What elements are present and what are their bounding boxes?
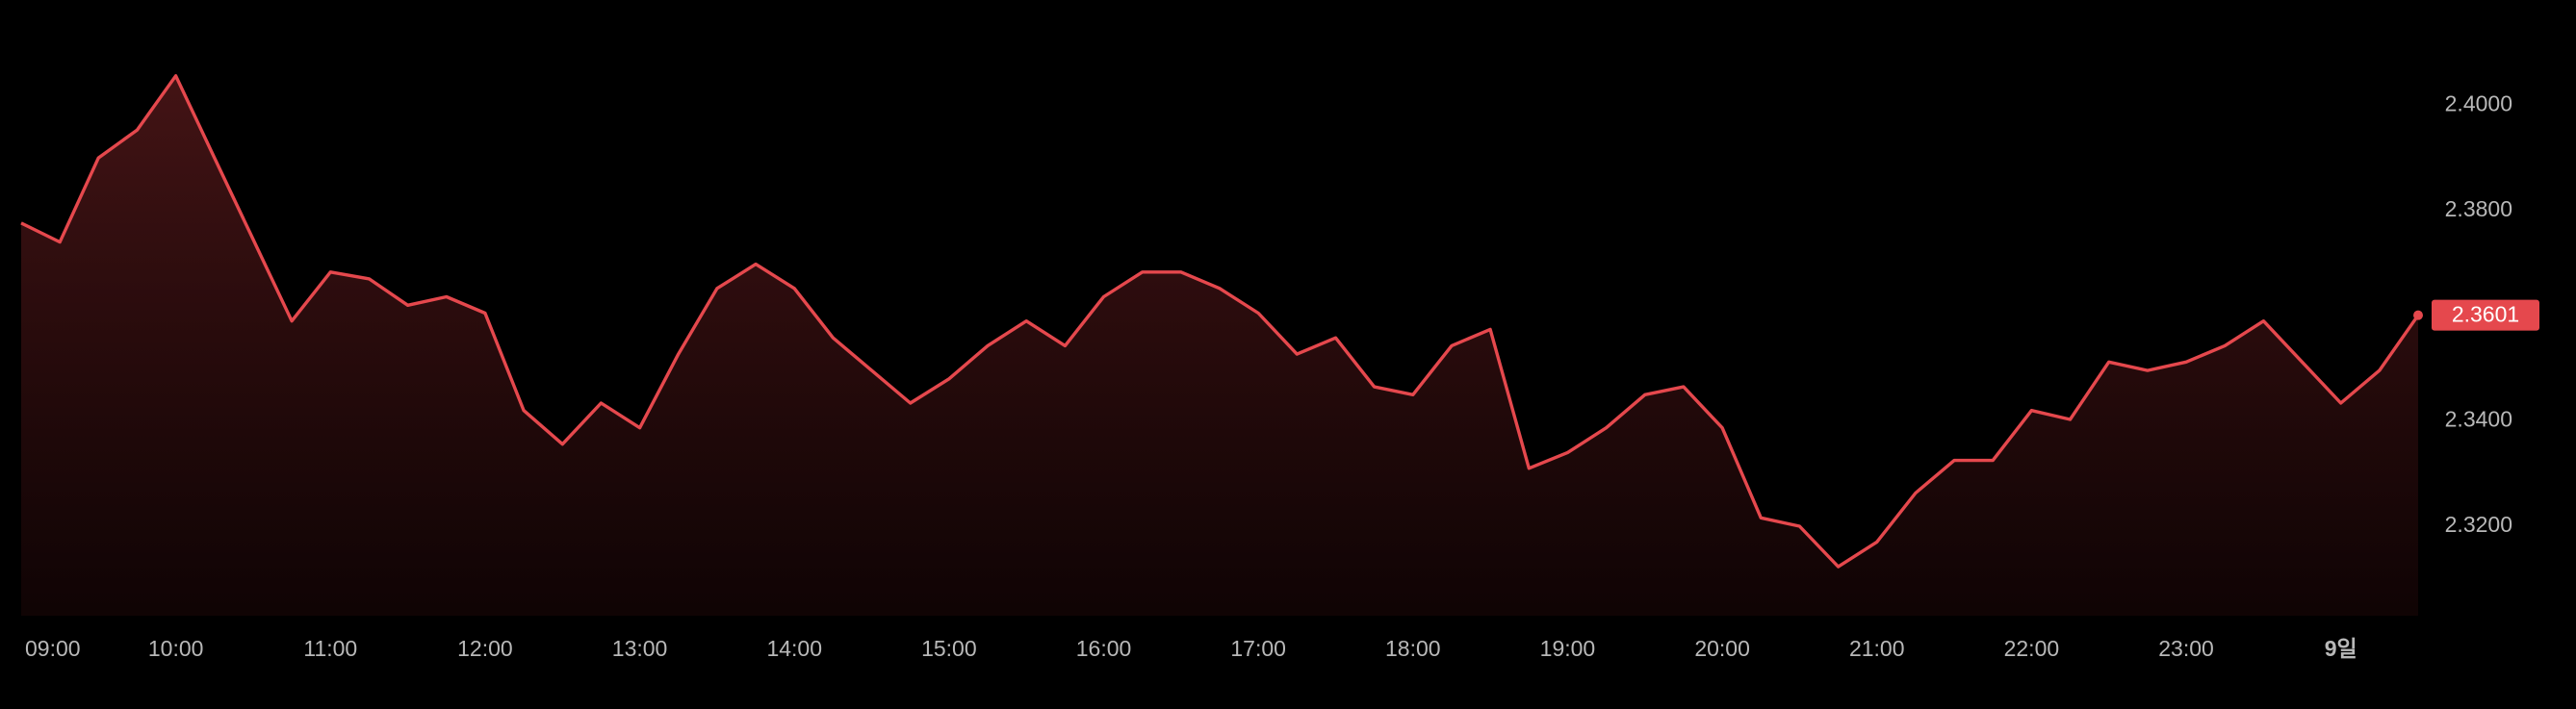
x-tick-label: 10:00 — [148, 636, 204, 661]
x-tick-label: 19:00 — [1540, 636, 1596, 661]
x-tick-label: 21:00 — [1849, 636, 1905, 661]
y-tick-label: 2.3800 — [2445, 196, 2512, 221]
y-tick-label: 2.3200 — [2445, 512, 2512, 537]
x-tick-label: 18:00 — [1385, 636, 1441, 661]
x-tick-label: 11:00 — [303, 636, 357, 661]
y-tick-label: 2.3400 — [2445, 407, 2512, 432]
y-tick-label: 2.4000 — [2445, 90, 2512, 115]
x-tick-label: 14:00 — [766, 636, 822, 661]
last-price-tag — [2432, 299, 2539, 331]
x-tick-label: 23:00 — [2158, 636, 2214, 661]
x-tick-label: 15:00 — [921, 636, 977, 661]
price-line — [20, 74, 2420, 569]
last-point — [2413, 310, 2423, 320]
area-fill — [21, 75, 2418, 617]
x-tick-label: 20:00 — [1694, 636, 1750, 661]
x-tick-label: 12:00 — [457, 636, 513, 661]
x-tick-label: 22:00 — [2004, 636, 2060, 661]
last-price-label: 2.3601 — [2452, 302, 2519, 327]
x-tick-label: 16:00 — [1076, 636, 1132, 661]
x-tick-label: 13:00 — [612, 636, 668, 661]
x-tick-label: 09:00 — [25, 636, 81, 661]
x-tick-label: 9일 — [2325, 636, 2357, 661]
x-tick-label: 17:00 — [1230, 636, 1286, 661]
